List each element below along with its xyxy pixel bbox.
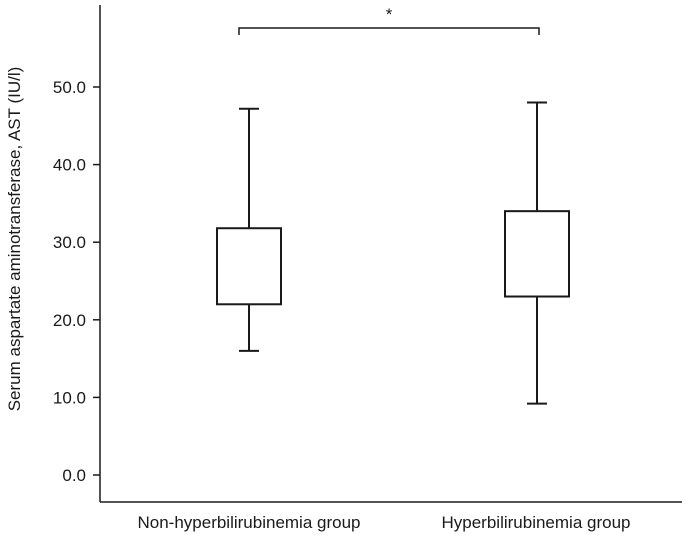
y-tick-label: 50.0 [53, 78, 86, 97]
significance-bracket: * [238, 5, 540, 35]
y-tick-label: 0.0 [62, 466, 86, 485]
boxes [216, 101, 570, 405]
axes [99, 5, 682, 503]
interquartile-box [216, 227, 282, 306]
y-tick-label: 40.0 [53, 156, 86, 175]
y-tick-label: 10.0 [53, 388, 86, 407]
x-tick-label: Hyperbilirubinemia group [442, 513, 631, 532]
y-tick-label: 20.0 [53, 311, 86, 330]
box-non-hyperbilirubinemia [216, 107, 282, 352]
x-tick-labels: Non-hyperbilirubinemia group Hyperbilirub… [137, 513, 630, 532]
y-tick-label: 30.0 [53, 233, 86, 252]
significance-bracket-line [238, 27, 540, 35]
y-axis-label: Serum aspartate aminotransferase, AST (I… [5, 67, 24, 412]
interquartile-box [504, 210, 570, 298]
significance-marker: * [386, 5, 393, 24]
x-tick-label: Non-hyperbilirubinemia group [137, 513, 360, 532]
box-hyperbilirubinemia [504, 101, 570, 405]
y-ticks: 0.0 10.0 20.0 30.0 40.0 50.0 [53, 78, 100, 485]
